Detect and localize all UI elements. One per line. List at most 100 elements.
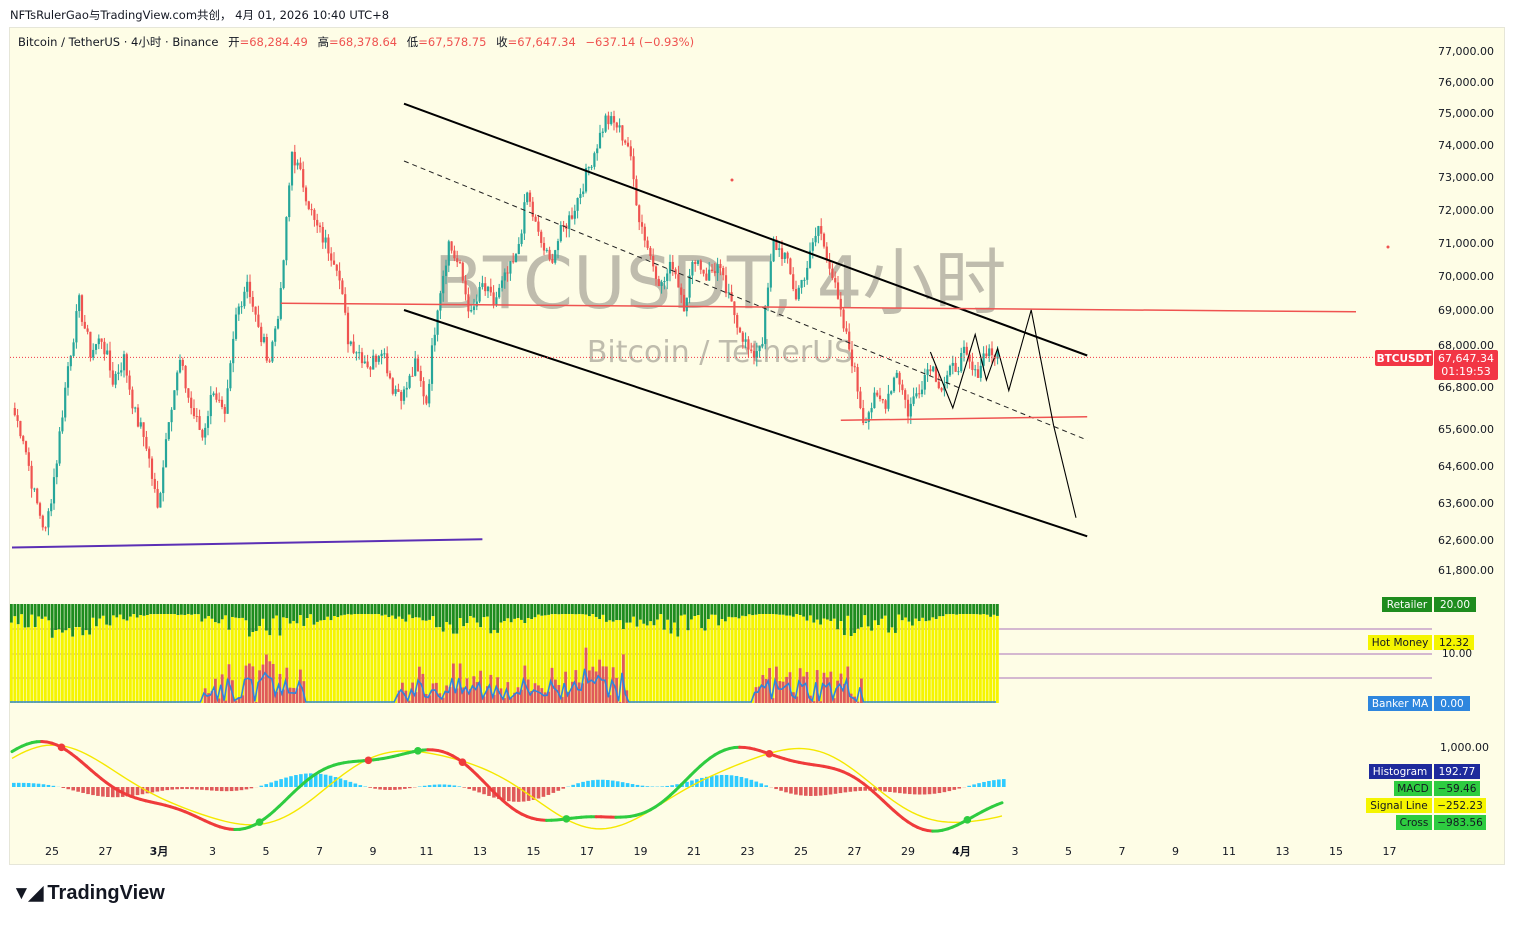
candle-body [624, 140, 627, 143]
candle-body [825, 246, 828, 261]
retailer-bar [496, 604, 499, 633]
candle-body [481, 283, 484, 287]
histogram-bar [804, 787, 808, 796]
candle-body [173, 390, 176, 410]
retailer-bar [547, 604, 550, 615]
histogram-bar [318, 773, 323, 787]
candle-body [652, 256, 655, 267]
banker-ma-value: 0.00 [1440, 698, 1463, 710]
chart-frame [9, 27, 1505, 865]
candle-body [86, 328, 89, 332]
candle-body [47, 511, 50, 528]
hot-money-name: Hot Money [1372, 637, 1429, 649]
hot-money-bar [370, 614, 374, 703]
retailer-bar [506, 604, 510, 619]
candle-body [864, 421, 868, 423]
candle-body [388, 373, 392, 379]
hot-money-bar [900, 620, 904, 703]
histogram-bar [799, 787, 803, 796]
histogram-bar [160, 787, 165, 791]
candle-body [814, 235, 817, 243]
retailer-bar [180, 604, 183, 615]
retailer-bar [380, 604, 384, 616]
retailer-bar [367, 604, 370, 615]
hot-money-bar [390, 615, 394, 703]
hot-money-bar [132, 614, 136, 703]
retailer-bar [649, 604, 652, 622]
histogram-bar [591, 780, 595, 787]
hot-money-bar [805, 620, 809, 703]
hot-money-bar [322, 620, 326, 703]
histogram-bar [195, 787, 199, 790]
banker-bar [445, 685, 448, 703]
hot-money-bar [792, 616, 795, 703]
banker-bar [608, 695, 612, 703]
hot-money-bar [761, 614, 765, 703]
hot-money-bar [482, 617, 486, 703]
candle-body [61, 417, 64, 432]
candle-body [736, 315, 739, 328]
candle-body [349, 341, 352, 345]
retailer-bar [414, 604, 418, 618]
retailer-bar [951, 604, 955, 615]
histogram-value: 192.77 [1439, 766, 1476, 778]
hot-money-bar [299, 615, 302, 703]
cross-dot [458, 758, 467, 766]
hot-money-bar [302, 625, 306, 703]
hot-money-bar [741, 615, 744, 703]
hot-money-bar [713, 614, 717, 703]
hot-money-bar [384, 614, 387, 703]
hot-money-bar [982, 614, 986, 703]
hot-money-bar [557, 614, 561, 703]
hot-money-bar [843, 635, 846, 703]
candle-body [206, 416, 210, 428]
tradingview-brand: TradingView [47, 882, 165, 904]
retailer-bar [404, 604, 408, 622]
price-axis[interactable]: 77,000.00 76,000.00 75,000.00 74,000.00 73,0… [1438, 45, 1494, 577]
histogram-bar [96, 787, 100, 796]
retailer-bar [74, 604, 78, 628]
candle-body [601, 131, 604, 133]
retailer-bar [955, 604, 958, 615]
candle-body [159, 493, 162, 508]
candle-body [139, 422, 142, 427]
retailer-bar [275, 604, 278, 616]
candle-body [682, 294, 686, 312]
candle-body [92, 349, 95, 358]
histogram-bar [115, 787, 120, 798]
candle-body [635, 179, 638, 206]
candle-body [414, 358, 417, 376]
hot-money-bar [588, 616, 591, 703]
hot-money-bar [186, 614, 190, 703]
hot-money-bar [95, 626, 98, 703]
candle-body [528, 192, 532, 202]
y-tick-label: 69,000.00 [1438, 304, 1494, 317]
hot-money-bar [173, 614, 176, 703]
retailer-bar [826, 604, 829, 620]
histogram-bar [31, 783, 36, 787]
hot-money-bar [690, 619, 693, 703]
banker-bar [543, 692, 547, 703]
candle-body [834, 278, 837, 283]
candle-body [276, 318, 280, 329]
candle-body [668, 261, 672, 274]
retailer-bar [805, 604, 809, 621]
retailer-bar [523, 604, 527, 624]
hot-money-bar [203, 618, 207, 703]
hot-money-bar [258, 625, 261, 703]
hot-money-bar [193, 614, 197, 703]
hot-money-bar [870, 630, 873, 703]
tradingview-logo[interactable]: ▼◢ TradingView [12, 882, 165, 905]
retailer-bar [673, 604, 676, 623]
histogram-bar [576, 783, 580, 787]
candle-body [573, 210, 576, 219]
candle-body [685, 297, 688, 312]
retailer-bar [676, 604, 680, 637]
time-axis[interactable]: 25 27 3月 3 5 7 9 11 13 15 17 19 21 23 25 27 29 4月 3 5 7 9 11 13… [45, 845, 1397, 858]
candle-body [394, 389, 397, 394]
candle-body [234, 314, 238, 339]
histogram-bar [294, 775, 298, 787]
hot-money-bar [812, 622, 816, 703]
retailer-bar [482, 604, 486, 618]
